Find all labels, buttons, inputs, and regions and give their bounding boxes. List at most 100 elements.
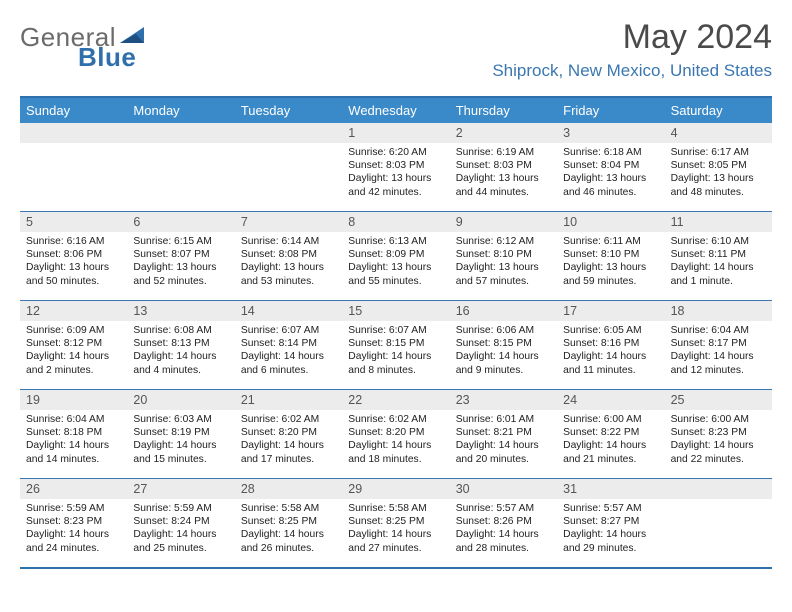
sunset-text: Sunset: 8:10 PM	[456, 248, 551, 261]
day-details: Sunrise: 6:09 AMSunset: 8:12 PMDaylight:…	[20, 321, 127, 381]
sunrise-text: Sunrise: 6:09 AM	[26, 324, 121, 337]
day-cell: 27Sunrise: 5:59 AMSunset: 8:24 PMDayligh…	[127, 479, 234, 567]
sunset-text: Sunset: 8:24 PM	[133, 515, 228, 528]
day-number: 15	[342, 301, 449, 321]
day-number: 11	[665, 212, 772, 232]
day-cell: 20Sunrise: 6:03 AMSunset: 8:19 PMDayligh…	[127, 390, 234, 478]
day-details: Sunrise: 6:07 AMSunset: 8:15 PMDaylight:…	[342, 321, 449, 381]
day-details: Sunrise: 5:59 AMSunset: 8:24 PMDaylight:…	[127, 499, 234, 559]
day-cell: 17Sunrise: 6:05 AMSunset: 8:16 PMDayligh…	[557, 301, 664, 389]
day-number: 3	[557, 123, 664, 143]
day-cell: 25Sunrise: 6:00 AMSunset: 8:23 PMDayligh…	[665, 390, 772, 478]
sunset-text: Sunset: 8:04 PM	[563, 159, 658, 172]
day-cell: 26Sunrise: 5:59 AMSunset: 8:23 PMDayligh…	[20, 479, 127, 567]
sunset-text: Sunset: 8:18 PM	[26, 426, 121, 439]
sunset-text: Sunset: 8:13 PM	[133, 337, 228, 350]
daylight-text: Daylight: 14 hours and 15 minutes.	[133, 439, 228, 465]
day-details: Sunrise: 6:00 AMSunset: 8:23 PMDaylight:…	[665, 410, 772, 470]
sunrise-text: Sunrise: 6:20 AM	[348, 146, 443, 159]
day-details: Sunrise: 6:06 AMSunset: 8:15 PMDaylight:…	[450, 321, 557, 381]
daylight-text: Daylight: 14 hours and 6 minutes.	[241, 350, 336, 376]
day-cell: 21Sunrise: 6:02 AMSunset: 8:20 PMDayligh…	[235, 390, 342, 478]
day-details: Sunrise: 6:01 AMSunset: 8:21 PMDaylight:…	[450, 410, 557, 470]
day-details	[235, 143, 342, 150]
day-number: 14	[235, 301, 342, 321]
sunrise-text: Sunrise: 6:16 AM	[26, 235, 121, 248]
sunrise-text: Sunrise: 6:15 AM	[133, 235, 228, 248]
sunset-text: Sunset: 8:03 PM	[456, 159, 551, 172]
brand-part2: Blue	[78, 42, 136, 73]
daylight-text: Daylight: 14 hours and 12 minutes.	[671, 350, 766, 376]
day-cell: 5Sunrise: 6:16 AMSunset: 8:06 PMDaylight…	[20, 212, 127, 300]
day-cell	[20, 123, 127, 211]
daylight-text: Daylight: 14 hours and 11 minutes.	[563, 350, 658, 376]
day-number: 24	[557, 390, 664, 410]
day-number: 8	[342, 212, 449, 232]
sunrise-text: Sunrise: 6:07 AM	[348, 324, 443, 337]
daylight-text: Daylight: 14 hours and 22 minutes.	[671, 439, 766, 465]
day-number: 30	[450, 479, 557, 499]
day-cell: 6Sunrise: 6:15 AMSunset: 8:07 PMDaylight…	[127, 212, 234, 300]
day-details: Sunrise: 6:13 AMSunset: 8:09 PMDaylight:…	[342, 232, 449, 292]
day-number: 27	[127, 479, 234, 499]
day-number: 7	[235, 212, 342, 232]
daylight-text: Daylight: 14 hours and 27 minutes.	[348, 528, 443, 554]
daylight-text: Daylight: 14 hours and 21 minutes.	[563, 439, 658, 465]
brand-logo: General Blue	[20, 22, 184, 53]
day-number: 18	[665, 301, 772, 321]
day-number: 28	[235, 479, 342, 499]
day-cell: 7Sunrise: 6:14 AMSunset: 8:08 PMDaylight…	[235, 212, 342, 300]
sunrise-text: Sunrise: 6:13 AM	[348, 235, 443, 248]
sunset-text: Sunset: 8:12 PM	[26, 337, 121, 350]
location-text: Shiprock, New Mexico, United States	[492, 61, 772, 81]
day-details: Sunrise: 6:04 AMSunset: 8:18 PMDaylight:…	[20, 410, 127, 470]
day-details: Sunrise: 6:17 AMSunset: 8:05 PMDaylight:…	[665, 143, 772, 203]
sunrise-text: Sunrise: 6:00 AM	[671, 413, 766, 426]
day-cell	[235, 123, 342, 211]
sunrise-text: Sunrise: 6:05 AM	[563, 324, 658, 337]
day-details	[127, 143, 234, 150]
sunrise-text: Sunrise: 6:02 AM	[241, 413, 336, 426]
day-details	[20, 143, 127, 150]
daylight-text: Daylight: 13 hours and 48 minutes.	[671, 172, 766, 198]
sunrise-text: Sunrise: 6:02 AM	[348, 413, 443, 426]
sunrise-text: Sunrise: 5:58 AM	[241, 502, 336, 515]
day-details: Sunrise: 5:58 AMSunset: 8:25 PMDaylight:…	[342, 499, 449, 559]
day-details: Sunrise: 5:57 AMSunset: 8:26 PMDaylight:…	[450, 499, 557, 559]
day-cell: 23Sunrise: 6:01 AMSunset: 8:21 PMDayligh…	[450, 390, 557, 478]
day-cell: 8Sunrise: 6:13 AMSunset: 8:09 PMDaylight…	[342, 212, 449, 300]
day-cell: 29Sunrise: 5:58 AMSunset: 8:25 PMDayligh…	[342, 479, 449, 567]
day-number: 20	[127, 390, 234, 410]
day-cell: 10Sunrise: 6:11 AMSunset: 8:10 PMDayligh…	[557, 212, 664, 300]
day-cell: 14Sunrise: 6:07 AMSunset: 8:14 PMDayligh…	[235, 301, 342, 389]
day-details: Sunrise: 6:18 AMSunset: 8:04 PMDaylight:…	[557, 143, 664, 203]
week-row: 1Sunrise: 6:20 AMSunset: 8:03 PMDaylight…	[20, 123, 772, 211]
sunset-text: Sunset: 8:11 PM	[671, 248, 766, 261]
day-details: Sunrise: 6:08 AMSunset: 8:13 PMDaylight:…	[127, 321, 234, 381]
sunrise-text: Sunrise: 5:59 AM	[133, 502, 228, 515]
sunrise-text: Sunrise: 6:11 AM	[563, 235, 658, 248]
day-details: Sunrise: 6:10 AMSunset: 8:11 PMDaylight:…	[665, 232, 772, 292]
day-number	[20, 123, 127, 143]
day-details: Sunrise: 6:05 AMSunset: 8:16 PMDaylight:…	[557, 321, 664, 381]
day-number	[127, 123, 234, 143]
sunset-text: Sunset: 8:15 PM	[348, 337, 443, 350]
sunrise-text: Sunrise: 5:57 AM	[563, 502, 658, 515]
week-row: 5Sunrise: 6:16 AMSunset: 8:06 PMDaylight…	[20, 211, 772, 300]
day-details: Sunrise: 6:15 AMSunset: 8:07 PMDaylight:…	[127, 232, 234, 292]
day-number: 5	[20, 212, 127, 232]
sunrise-text: Sunrise: 6:06 AM	[456, 324, 551, 337]
sunrise-text: Sunrise: 6:10 AM	[671, 235, 766, 248]
weekday-header: Monday	[127, 98, 234, 123]
day-cell: 22Sunrise: 6:02 AMSunset: 8:20 PMDayligh…	[342, 390, 449, 478]
daylight-text: Daylight: 14 hours and 25 minutes.	[133, 528, 228, 554]
sunset-text: Sunset: 8:17 PM	[671, 337, 766, 350]
day-cell	[127, 123, 234, 211]
day-details: Sunrise: 6:20 AMSunset: 8:03 PMDaylight:…	[342, 143, 449, 203]
day-cell: 19Sunrise: 6:04 AMSunset: 8:18 PMDayligh…	[20, 390, 127, 478]
day-details: Sunrise: 6:02 AMSunset: 8:20 PMDaylight:…	[342, 410, 449, 470]
day-cell: 1Sunrise: 6:20 AMSunset: 8:03 PMDaylight…	[342, 123, 449, 211]
daylight-text: Daylight: 14 hours and 28 minutes.	[456, 528, 551, 554]
sunrise-text: Sunrise: 5:57 AM	[456, 502, 551, 515]
day-cell: 16Sunrise: 6:06 AMSunset: 8:15 PMDayligh…	[450, 301, 557, 389]
